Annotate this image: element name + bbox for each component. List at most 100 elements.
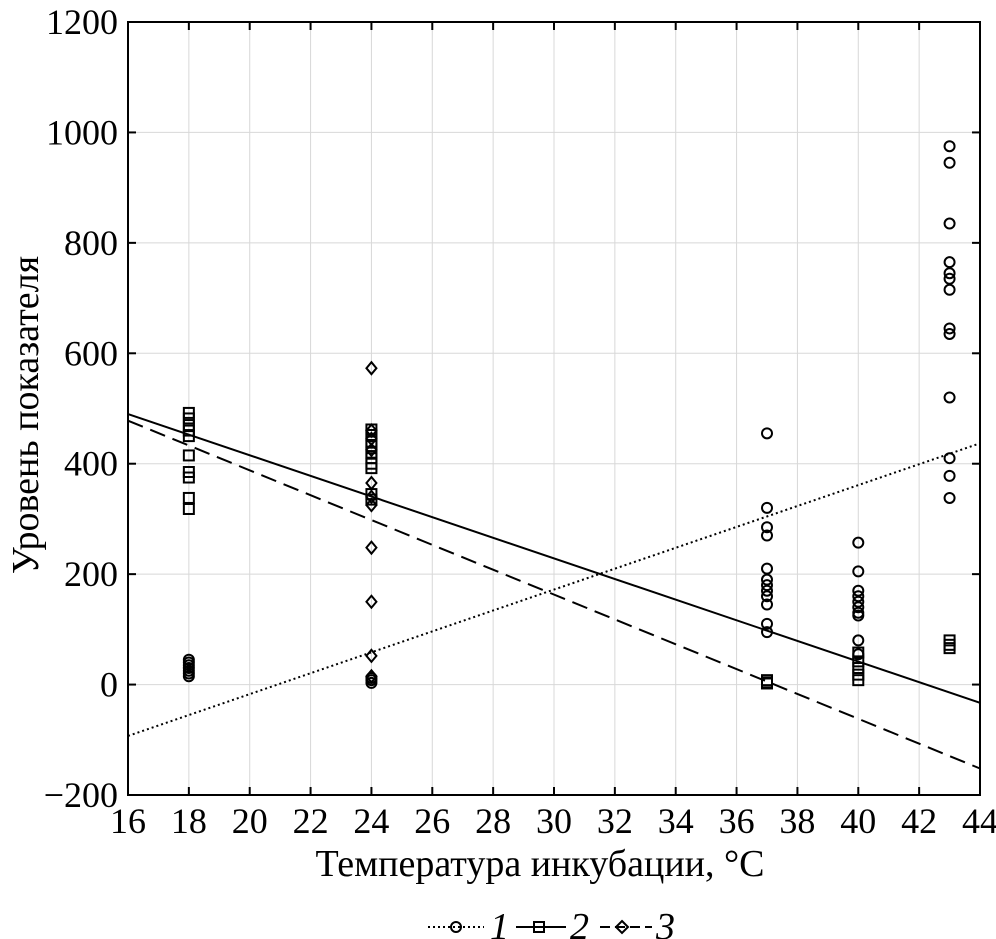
regression-lines bbox=[127, 413, 981, 770]
legend-label-2: 2 bbox=[570, 906, 589, 939]
data-point-series-3 bbox=[365, 594, 378, 610]
data-point-series-1 bbox=[761, 579, 773, 592]
x-tick-label: 38 bbox=[779, 801, 815, 841]
legend-marker-2 bbox=[533, 921, 545, 933]
legend-item-2: 2 bbox=[516, 906, 589, 939]
data-point-series-2 bbox=[182, 449, 195, 462]
fit-line-series-1 bbox=[127, 442, 981, 737]
data-point-series-2 bbox=[182, 412, 195, 425]
x-tick-label: 20 bbox=[232, 801, 268, 841]
data-point-series-1 bbox=[943, 491, 956, 504]
data-point-series-1 bbox=[761, 598, 773, 611]
data-point-series-1 bbox=[761, 617, 773, 630]
x-tick-label: 26 bbox=[414, 801, 450, 841]
x-tick-label: 28 bbox=[475, 801, 511, 841]
legend-marker-3 bbox=[614, 919, 630, 935]
data-point-series-1 bbox=[852, 601, 865, 614]
data-point-series-1 bbox=[943, 283, 956, 296]
data-point-series-2 bbox=[182, 471, 195, 484]
data-point-series-2 bbox=[365, 493, 378, 506]
data-point-series-1 bbox=[761, 573, 773, 586]
data-point-series-2 bbox=[852, 646, 865, 659]
x-tick-label: 22 bbox=[293, 801, 329, 841]
data-point-series-1 bbox=[182, 653, 195, 666]
legend-item-1: 1 bbox=[428, 906, 509, 939]
x-tick-label: 16 bbox=[110, 801, 146, 841]
data-point-series-3 bbox=[365, 442, 378, 458]
legend-label-1: 1 bbox=[490, 906, 509, 939]
data-point-series-2 bbox=[852, 674, 865, 687]
legend-item-3: 3 bbox=[600, 906, 675, 939]
x-tick-label: 18 bbox=[171, 801, 207, 841]
legend-label-3: 3 bbox=[655, 906, 675, 939]
data-point-series-1 bbox=[943, 140, 956, 153]
data-point-series-3 bbox=[365, 423, 378, 439]
x-axis-label: Температура инкубации, °C bbox=[315, 843, 764, 885]
data-point-series-1 bbox=[852, 584, 865, 597]
fit-line-series-2 bbox=[127, 413, 981, 704]
legend: 1 2 3 bbox=[428, 906, 675, 939]
data-point-series-2 bbox=[761, 677, 773, 690]
y-tick-label: 400 bbox=[64, 444, 118, 484]
data-point-series-1 bbox=[852, 536, 865, 549]
y-tick-label: 800 bbox=[64, 223, 118, 263]
legend-marker-1 bbox=[450, 921, 462, 933]
data-point-series-1 bbox=[761, 562, 773, 575]
data-point-series-1 bbox=[943, 327, 956, 340]
data-point-series-1 bbox=[943, 391, 956, 404]
data-point-series-1 bbox=[852, 595, 865, 608]
x-tick-labels: 16 18 20 22 24 26 28 30 32 34 36 38 40 42 44 bbox=[110, 801, 996, 841]
data-point-series-3 bbox=[365, 648, 378, 664]
y-tick-label: −200 bbox=[44, 775, 118, 815]
data-points bbox=[182, 140, 956, 690]
y-tick-label: 0 bbox=[100, 665, 118, 705]
data-point-series-2 bbox=[365, 462, 378, 475]
y-tick-label: 1200 bbox=[46, 2, 118, 42]
data-point-series-1 bbox=[761, 501, 773, 514]
data-point-series-1 bbox=[761, 529, 773, 542]
data-point-series-2 bbox=[852, 662, 865, 675]
y-tick-label: 600 bbox=[64, 333, 118, 373]
x-tick-label: 32 bbox=[597, 801, 633, 841]
data-point-series-3 bbox=[365, 540, 378, 556]
x-tick-label: 24 bbox=[353, 801, 389, 841]
data-point-series-2 bbox=[365, 440, 378, 453]
data-point-series-3 bbox=[365, 475, 378, 491]
data-point-series-2 bbox=[182, 491, 195, 504]
data-point-series-1 bbox=[761, 521, 773, 534]
x-tick-label: 44 bbox=[962, 801, 996, 841]
data-point-series-1 bbox=[943, 272, 956, 285]
data-point-series-1 bbox=[852, 590, 865, 603]
data-point-series-2 bbox=[182, 430, 195, 443]
y-tick-label: 1000 bbox=[46, 112, 118, 152]
x-tick-label: 42 bbox=[901, 801, 937, 841]
data-point-series-1 bbox=[852, 609, 865, 622]
x-tick-label: 34 bbox=[658, 801, 694, 841]
data-point-series-1 bbox=[761, 626, 773, 639]
data-point-series-1 bbox=[943, 469, 956, 482]
data-point-series-1 bbox=[761, 590, 773, 603]
y-tick-labels: −200 0 200 400 600 800 1000 1200 bbox=[44, 2, 118, 815]
data-point-series-1 bbox=[943, 256, 956, 269]
data-point-series-2 bbox=[943, 642, 956, 655]
data-point-series-2 bbox=[852, 655, 865, 668]
y-tick-label: 200 bbox=[64, 554, 118, 594]
data-point-series-1 bbox=[761, 584, 773, 597]
data-point-series-3 bbox=[365, 497, 378, 513]
data-point-series-1 bbox=[943, 322, 956, 335]
data-point-series-1 bbox=[943, 156, 956, 169]
x-tick-label: 30 bbox=[536, 801, 572, 841]
grid-lines bbox=[127, 21, 981, 796]
x-tick-label: 36 bbox=[719, 801, 755, 841]
data-point-series-3 bbox=[365, 360, 378, 376]
data-point-series-1 bbox=[943, 217, 956, 230]
data-point-series-1 bbox=[761, 427, 773, 440]
data-point-series-2 bbox=[365, 429, 378, 442]
y-axis-label: Уровень показателя bbox=[5, 256, 47, 574]
data-point-series-2 bbox=[182, 502, 195, 515]
data-point-series-3 bbox=[365, 489, 378, 505]
data-point-series-1 bbox=[943, 452, 956, 465]
data-point-series-3 bbox=[365, 668, 378, 684]
fit-line-series-3 bbox=[127, 419, 981, 770]
